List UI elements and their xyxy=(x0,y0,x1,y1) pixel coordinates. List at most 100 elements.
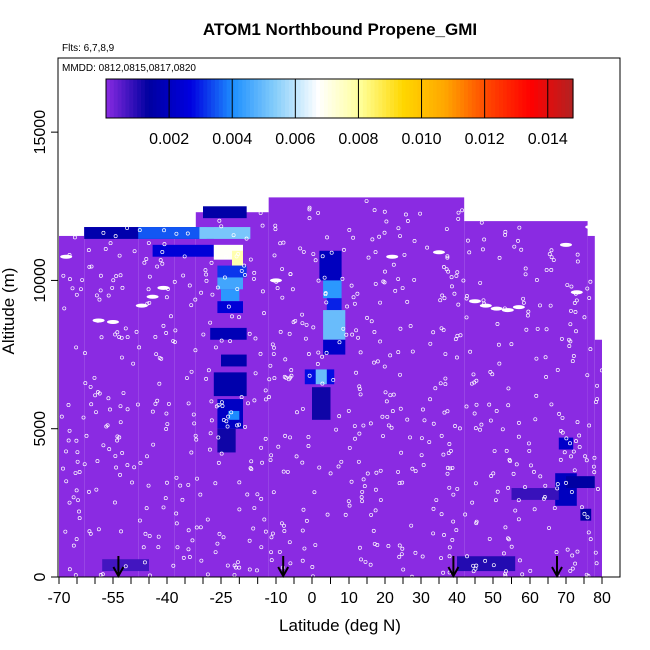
sample-marker xyxy=(478,427,482,432)
sample-marker xyxy=(323,292,328,297)
colorbar-swatch xyxy=(483,79,488,118)
sample-marker xyxy=(118,273,123,278)
sample-marker xyxy=(67,428,72,433)
sample-marker xyxy=(216,435,221,440)
sample-marker xyxy=(343,512,348,517)
sample-marker xyxy=(283,357,288,362)
colorbar-swatch xyxy=(502,79,508,118)
colorbar-swatch xyxy=(137,79,142,118)
y-tick-label: 5000 xyxy=(32,411,49,447)
sample-marker xyxy=(351,295,356,300)
sample-marker xyxy=(307,216,312,221)
sample-marker xyxy=(263,397,268,402)
sample-marker xyxy=(366,255,371,260)
sample-marker xyxy=(592,455,597,460)
sample-marker xyxy=(551,258,556,262)
sample-marker xyxy=(448,448,453,453)
colorbar-swatch xyxy=(288,79,294,118)
sample-marker xyxy=(454,528,459,533)
sample-marker xyxy=(412,239,417,243)
sample-marker xyxy=(591,464,596,469)
sample-marker xyxy=(190,538,195,543)
colorbar-swatch xyxy=(148,79,154,118)
sample-marker xyxy=(488,418,493,423)
sample-marker xyxy=(364,199,369,204)
sample-marker xyxy=(400,480,405,485)
sample-marker xyxy=(97,297,102,302)
sample-marker xyxy=(165,480,169,485)
sample-marker xyxy=(114,274,119,279)
sample-marker xyxy=(164,411,169,416)
sample-marker xyxy=(456,302,461,307)
sample-marker xyxy=(350,332,355,337)
sample-marker xyxy=(374,470,379,475)
heatmap-cell xyxy=(315,369,327,385)
sample-marker xyxy=(585,373,590,378)
sample-marker xyxy=(263,436,268,441)
sample-marker xyxy=(595,397,600,402)
colorbar-tick-label: 0.004 xyxy=(212,131,252,148)
colorbar-swatch xyxy=(491,79,496,118)
sample-marker xyxy=(569,454,573,459)
sample-marker xyxy=(307,205,312,210)
sample-marker xyxy=(219,451,224,456)
colorbar-swatch xyxy=(409,79,415,118)
sample-marker xyxy=(501,551,506,556)
sample-marker xyxy=(369,512,374,517)
sample-marker xyxy=(558,457,563,462)
sample-marker xyxy=(103,247,108,251)
colorbar-swatch xyxy=(549,79,555,118)
sample-marker xyxy=(507,457,512,462)
sample-marker xyxy=(542,495,547,499)
sample-marker xyxy=(71,495,76,500)
colorbar-swatch xyxy=(242,79,247,118)
sample-marker xyxy=(564,480,568,485)
sample-marker xyxy=(378,498,383,502)
sample-marker xyxy=(353,436,358,441)
sample-marker xyxy=(564,436,569,441)
sample-marker xyxy=(408,435,412,440)
sample-marker xyxy=(450,465,455,470)
sample-marker xyxy=(94,410,98,415)
flight-track-point xyxy=(479,303,492,308)
sample-marker xyxy=(88,531,93,536)
colorbar-swatch xyxy=(417,79,422,118)
sample-marker xyxy=(449,284,454,289)
sample-marker xyxy=(544,268,549,272)
sample-marker xyxy=(244,236,249,241)
sample-marker xyxy=(517,225,522,230)
sample-marker xyxy=(209,399,214,404)
sample-marker xyxy=(451,492,456,497)
sample-marker xyxy=(443,382,448,387)
sample-marker xyxy=(361,423,366,428)
sample-marker xyxy=(118,420,123,425)
sample-marker xyxy=(431,531,436,536)
sample-marker xyxy=(547,252,552,257)
sample-marker xyxy=(216,460,221,465)
sample-marker xyxy=(217,531,222,536)
heatmap-cell xyxy=(138,227,207,239)
sample-marker xyxy=(356,459,361,464)
sample-marker xyxy=(73,471,78,475)
colorbar-swatch xyxy=(312,79,317,118)
sample-marker xyxy=(118,404,123,409)
sample-marker xyxy=(174,511,179,516)
colorbar-swatch xyxy=(413,79,418,118)
x-tick-label: 80 xyxy=(593,590,611,607)
sample-marker xyxy=(372,541,377,546)
sample-marker xyxy=(181,555,186,560)
sample-marker xyxy=(549,248,554,253)
sample-marker xyxy=(331,378,336,382)
sample-marker xyxy=(225,563,230,568)
sample-marker xyxy=(398,372,402,377)
sample-marker xyxy=(295,410,299,415)
colorbar-swatch xyxy=(370,79,376,118)
colorbar-swatch xyxy=(246,79,251,118)
sample-marker xyxy=(438,298,443,303)
colorbar-swatch xyxy=(273,79,278,118)
sample-marker xyxy=(249,467,254,472)
sample-marker xyxy=(215,285,220,290)
sample-marker xyxy=(290,287,295,292)
sample-marker xyxy=(329,250,334,255)
sample-marker xyxy=(445,409,450,414)
